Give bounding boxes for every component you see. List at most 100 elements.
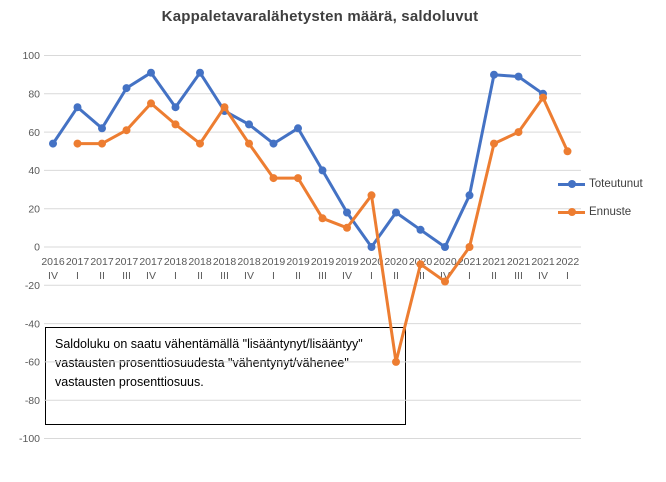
- svg-text:-80: -80: [25, 395, 40, 407]
- data-point: [441, 243, 449, 251]
- data-point: [294, 124, 302, 133]
- data-point: [416, 260, 425, 269]
- svg-text:2018: 2018: [164, 256, 188, 268]
- svg-text:II: II: [99, 270, 105, 282]
- svg-text:2020: 2020: [384, 256, 408, 268]
- data-point: [73, 139, 82, 148]
- svg-text:III: III: [416, 270, 425, 282]
- svg-text:80: 80: [28, 89, 40, 101]
- data-point: [220, 107, 229, 115]
- svg-text:-40: -40: [25, 318, 40, 330]
- data-point: [416, 225, 425, 234]
- data-point: [318, 214, 327, 223]
- svg-text:IV: IV: [48, 270, 58, 282]
- data-point: [514, 72, 523, 81]
- data-point: [539, 89, 547, 98]
- svg-text:2019: 2019: [286, 256, 310, 268]
- annotation-box: Saldoluku on saatu vähentämällä "lisäänt…: [45, 327, 406, 425]
- legend-label-toteutunut: Toteutunut: [589, 178, 643, 190]
- svg-text:II: II: [197, 270, 203, 282]
- data-point: [343, 208, 351, 217]
- legend-item-ennuste: Ennuste: [558, 198, 643, 226]
- data-point: [441, 277, 449, 286]
- svg-text:40: 40: [28, 165, 40, 177]
- svg-text:IV: IV: [440, 270, 450, 282]
- data-point: [122, 126, 131, 135]
- svg-text:60: 60: [28, 127, 40, 139]
- svg-text:2021: 2021: [458, 256, 482, 268]
- data-point: [392, 208, 400, 217]
- data-point: [490, 70, 498, 79]
- x-axis-labels: 2016IV2017I2017II2017III2017IV2018I2018I…: [41, 256, 579, 282]
- svg-text:I: I: [272, 270, 275, 282]
- svg-text:III: III: [220, 270, 229, 282]
- svg-text:II: II: [393, 270, 399, 282]
- data-point: [465, 243, 474, 251]
- svg-text:2021: 2021: [507, 256, 531, 268]
- data-point: [98, 139, 106, 148]
- chart-legend: Toteutunut Ennuste: [558, 170, 643, 226]
- svg-text:2016: 2016: [41, 256, 65, 268]
- series-ennuste: [73, 93, 572, 366]
- data-point: [465, 191, 474, 200]
- svg-text:-60: -60: [25, 357, 40, 369]
- annotation-text: Saldoluku on saatu vähentämällä "lisäänt…: [55, 337, 363, 389]
- ennuste-line-marker-icon: [558, 208, 585, 216]
- svg-text:2019: 2019: [262, 256, 286, 268]
- svg-text:I: I: [370, 270, 373, 282]
- data-point: [490, 139, 498, 148]
- data-point: [343, 223, 351, 232]
- data-point: [539, 93, 547, 102]
- data-point: [122, 84, 131, 93]
- data-point: [49, 139, 57, 148]
- svg-text:2017: 2017: [90, 256, 114, 268]
- data-point: [367, 191, 376, 200]
- svg-text:2018: 2018: [188, 256, 212, 268]
- data-point: [294, 174, 302, 183]
- svg-text:2021: 2021: [531, 256, 555, 268]
- data-point: [171, 103, 180, 112]
- data-point: [318, 166, 327, 175]
- svg-text:2020: 2020: [409, 256, 433, 268]
- svg-text:2018: 2018: [213, 256, 237, 268]
- data-point: [73, 103, 82, 112]
- svg-text:I: I: [174, 270, 177, 282]
- data-point: [269, 139, 278, 148]
- svg-text:IV: IV: [538, 270, 548, 282]
- svg-text:-20: -20: [25, 280, 40, 292]
- data-point: [171, 120, 180, 129]
- svg-text:2021: 2021: [482, 256, 506, 268]
- svg-text:2019: 2019: [311, 256, 335, 268]
- data-point: [147, 68, 155, 77]
- data-point: [98, 124, 106, 133]
- toteutunut-line-marker-icon: [558, 180, 585, 188]
- data-point: [196, 68, 204, 77]
- svg-text:2018: 2018: [237, 256, 261, 268]
- svg-text:2017: 2017: [66, 256, 90, 268]
- data-point: [563, 147, 572, 156]
- svg-text:III: III: [318, 270, 327, 282]
- data-point: [245, 120, 253, 129]
- svg-text:I: I: [76, 270, 79, 282]
- svg-text:II: II: [295, 270, 301, 282]
- legend-item-toteutunut: Toteutunut: [558, 170, 643, 198]
- svg-text:-100: -100: [19, 433, 40, 445]
- svg-text:2022: 2022: [556, 256, 580, 268]
- svg-text:20: 20: [28, 203, 40, 215]
- svg-text:2020: 2020: [433, 256, 457, 268]
- svg-text:2017: 2017: [115, 256, 139, 268]
- data-point: [220, 103, 229, 112]
- data-point: [367, 243, 376, 251]
- svg-text:100: 100: [22, 50, 40, 62]
- data-point: [147, 99, 155, 108]
- svg-text:IV: IV: [342, 270, 352, 282]
- svg-text:IV: IV: [244, 270, 254, 282]
- data-point: [245, 139, 253, 148]
- svg-text:II: II: [491, 270, 497, 282]
- svg-text:III: III: [514, 270, 523, 282]
- legend-label-ennuste: Ennuste: [589, 206, 632, 218]
- y-axis-labels: -100 -80 -60 -40 -20 0 20 40 60 80 100: [19, 50, 40, 445]
- svg-text:I: I: [566, 270, 569, 282]
- data-point: [514, 128, 523, 137]
